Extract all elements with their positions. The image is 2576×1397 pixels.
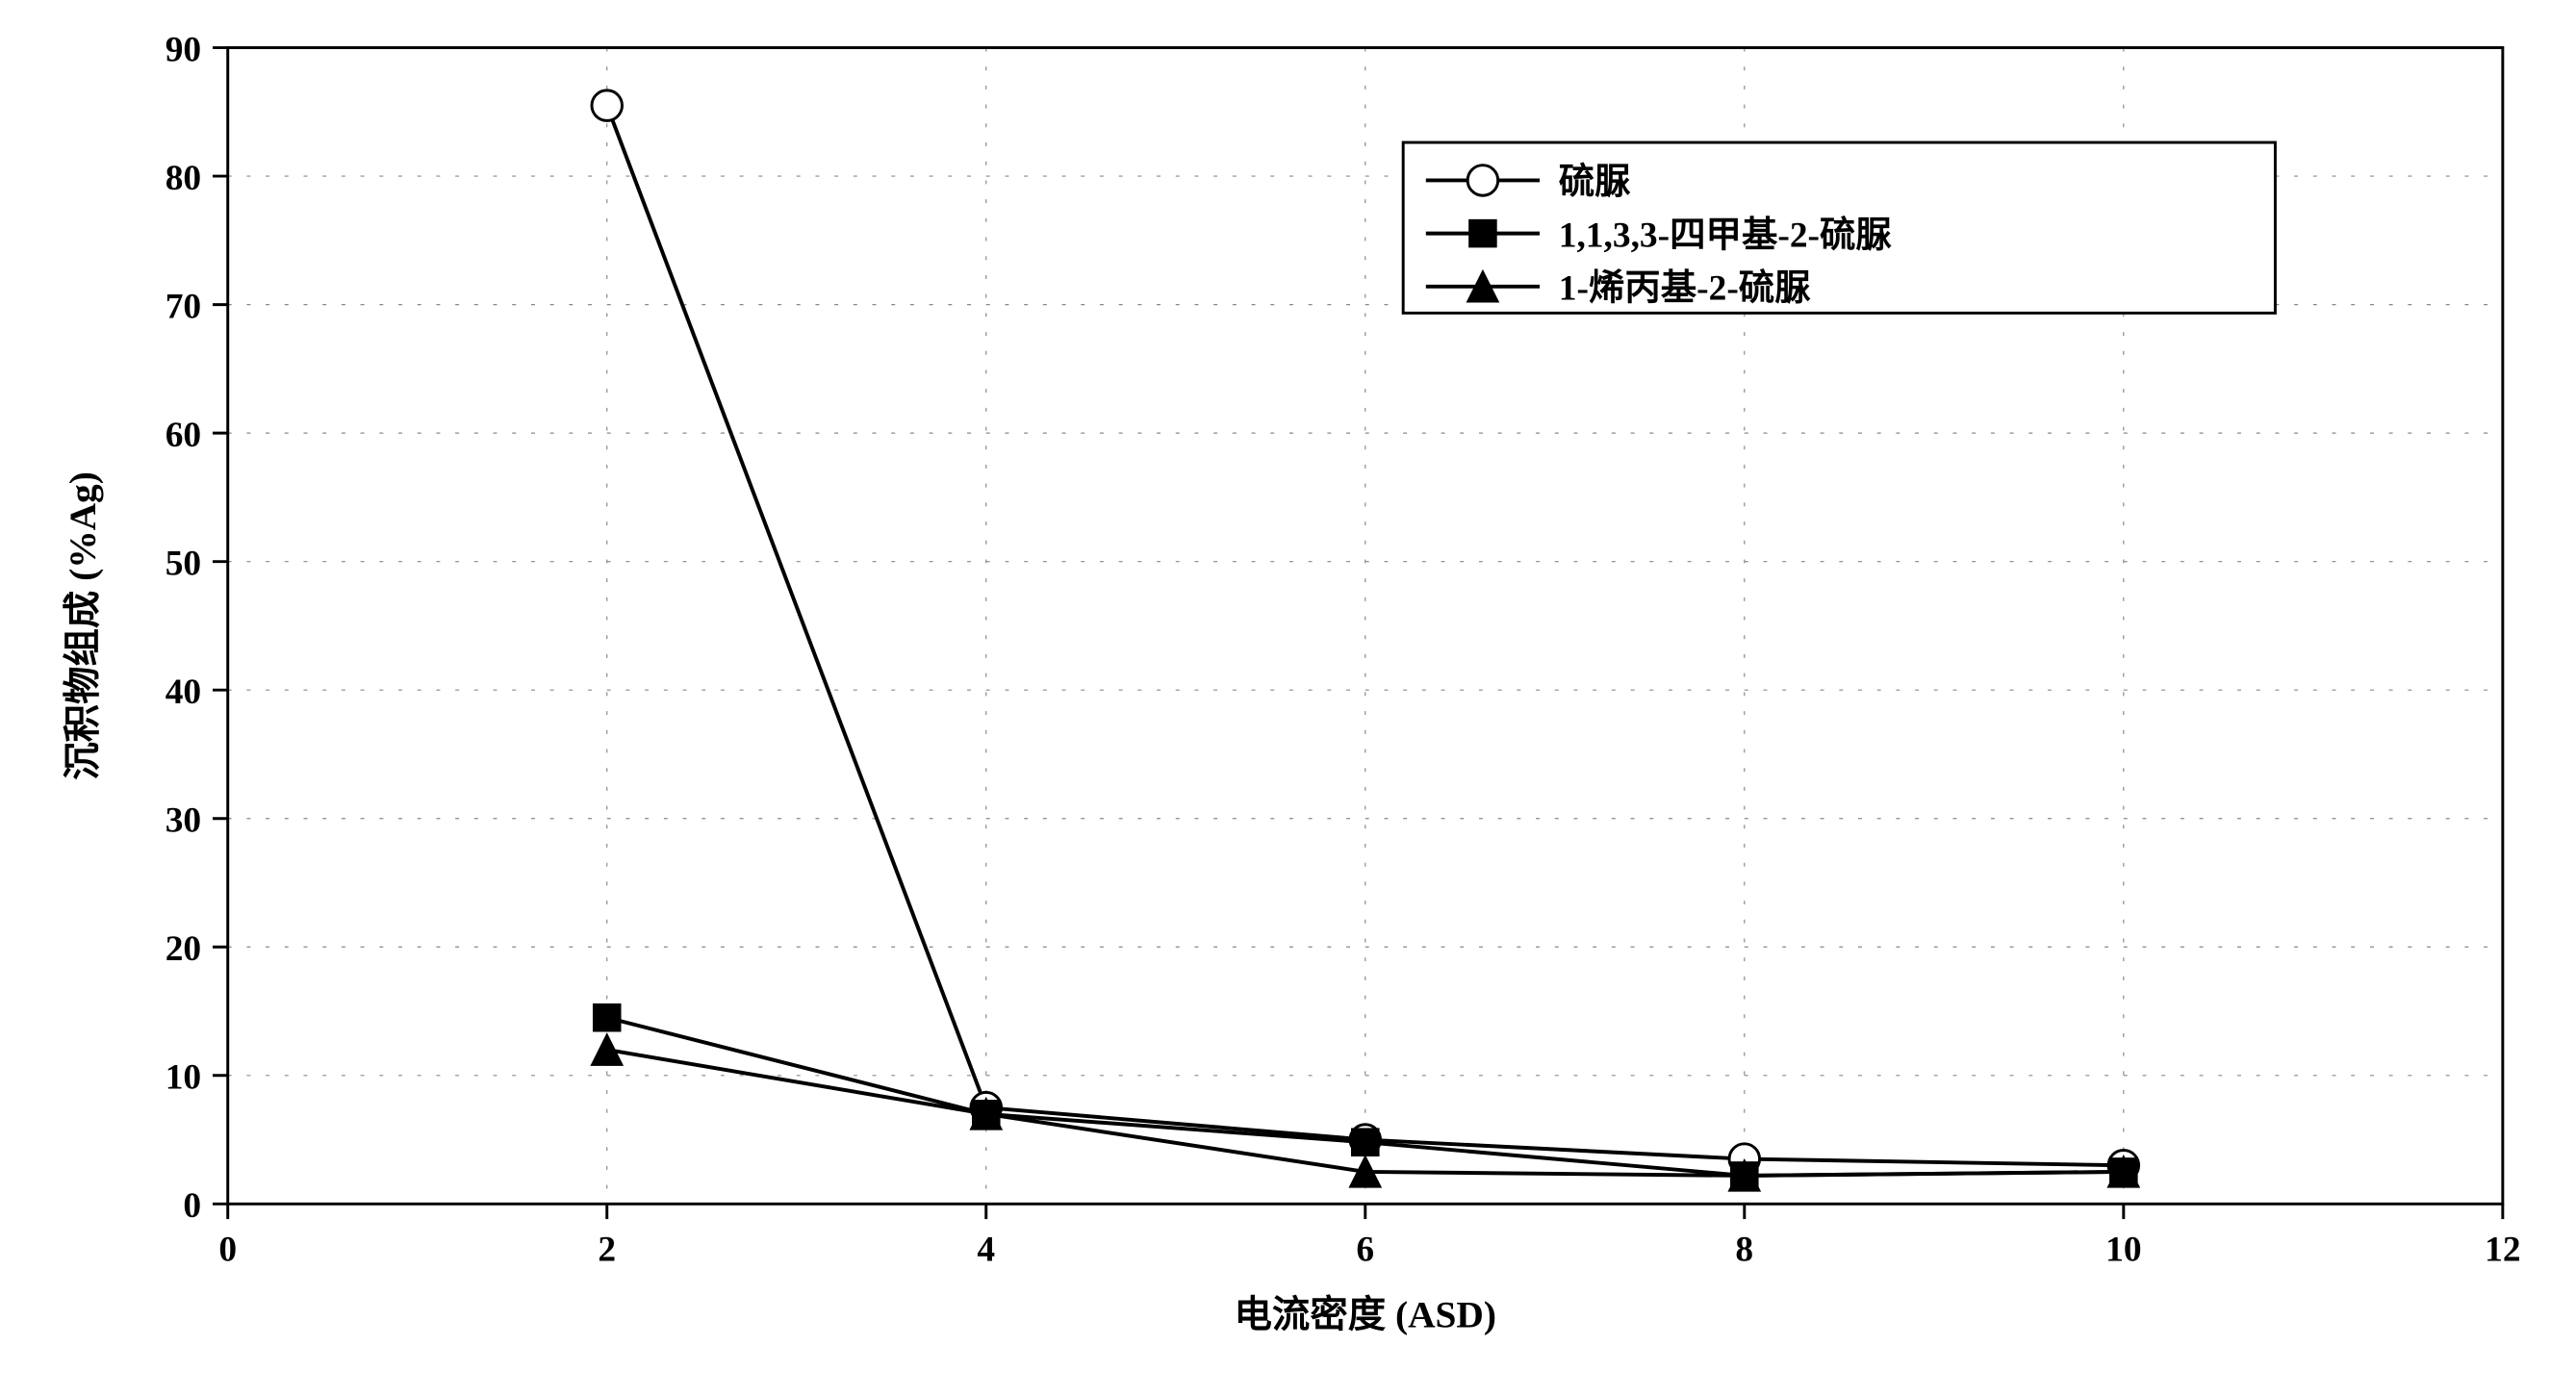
y-tick-label: 60 [166,416,201,455]
marker [1467,165,1498,196]
y-tick-label: 0 [183,1186,201,1226]
y-tick-label: 50 [166,544,201,583]
y-tick-label: 20 [166,929,201,969]
x-tick-label: 12 [2485,1230,2520,1269]
legend-label: 1,1,3,3-四甲基-2-硫脲 [1559,215,1893,255]
x-tick-label: 2 [598,1230,616,1269]
x-tick-label: 6 [1356,1230,1374,1269]
y-tick-label: 30 [166,801,201,841]
y-axis-label: 沉积物组成 (%Ag) [62,471,104,780]
marker [1469,220,1496,247]
marker [594,1004,621,1031]
x-tick-label: 4 [977,1230,995,1269]
x-tick-label: 8 [1735,1230,1753,1269]
y-tick-label: 70 [166,287,201,326]
chart-container: 0 2 4 6 8 10 12 0 10 20 30 40 50 60 70 80 90 电流密度 (ASD) 沉积… [19,19,2557,1378]
legend-label: 硫脲 [1559,162,1631,202]
y-tick-label: 80 [166,159,201,198]
marker [592,90,623,121]
legend-label: 1-烯丙基-2-硫脲 [1559,268,1811,309]
line-chart: 0 2 4 6 8 10 12 0 10 20 30 40 50 60 70 80 90 电流密度 (ASD) 沉积… [19,19,2557,1378]
x-tick-label: 10 [2105,1230,2141,1269]
y-tick-label: 10 [166,1058,201,1098]
x-tick-label: 0 [218,1230,237,1269]
y-tick-label: 90 [166,30,201,69]
marker [1352,1129,1379,1156]
y-tick-label: 40 [166,673,201,712]
x-axis-label: 电流密度 (ASD) [1235,1293,1496,1335]
